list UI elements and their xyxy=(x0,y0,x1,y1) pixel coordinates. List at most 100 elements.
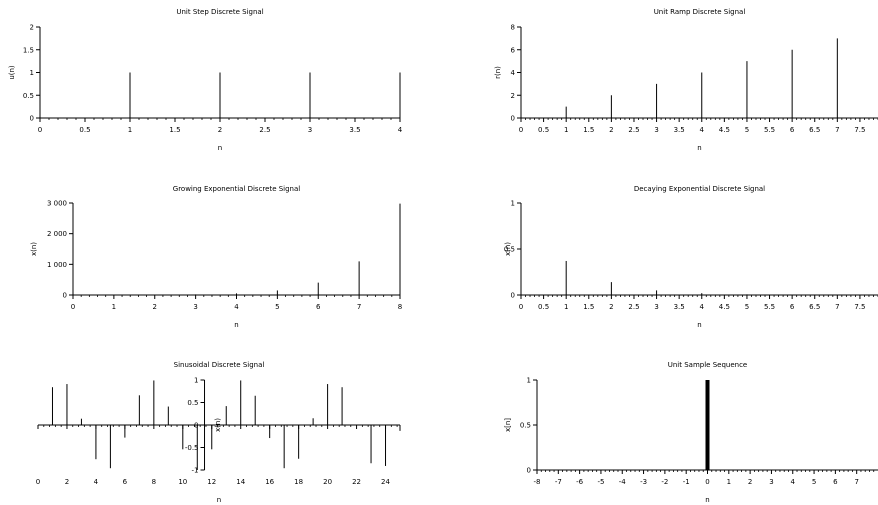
x-tick-label: 1 xyxy=(564,303,568,311)
x-tick-label: 0 xyxy=(519,126,523,134)
chart-unit-sample: Unit Sample Sequence -8 -7 -6 -5 -4 -3 -2 -1 0 1 2 3… xyxy=(504,361,878,504)
chart-title: Decaying Exponential Discrete Signal xyxy=(634,185,765,193)
x-tick-label: 22 xyxy=(352,478,361,486)
y-tick-label: 0 xyxy=(194,422,198,430)
x-tick-label: -3 xyxy=(640,478,647,486)
x-tick-label: -2 xyxy=(661,478,668,486)
x-axis-label: n xyxy=(218,144,222,152)
x-tick-label: 3 xyxy=(308,126,312,134)
x-tick-label: 3 xyxy=(654,126,658,134)
chart-growing-exponential: Growing Exponential Discrete Signal 0 1 2 3 4… xyxy=(30,185,402,329)
x-tick-label: 4 xyxy=(791,478,796,486)
x-tick-label: 2 xyxy=(218,126,222,134)
x-tick-label: 5.5 xyxy=(764,303,775,311)
x-tick-label: 5 xyxy=(812,478,816,486)
x-tick-label: 2 xyxy=(153,303,157,311)
x-tick-label: 2.5 xyxy=(628,303,639,311)
x-tick-label: 24 xyxy=(381,478,390,486)
x-tick-label: 3.5 xyxy=(674,126,685,134)
y-axis-label: x(n) xyxy=(30,242,38,256)
x-tick-label: 14 xyxy=(236,478,245,486)
x-tick-label: 4 xyxy=(700,126,705,134)
y-tick-label: 0 xyxy=(63,292,67,300)
y-tick-label: 1 xyxy=(30,69,34,77)
y-tick-label: 1 000 xyxy=(47,261,67,269)
x-tick-label: 6 xyxy=(316,303,321,311)
x-tick-label: 6.5 xyxy=(809,126,820,134)
x-tick-label: 7 xyxy=(854,478,858,486)
x-tick-label: 6 xyxy=(833,478,838,486)
y-tick-label: 4 xyxy=(511,69,516,77)
y-tick-label: 0.5 xyxy=(504,246,515,254)
x-tick-label: 0.5 xyxy=(538,303,549,311)
x-tick-label: 1 xyxy=(112,303,116,311)
y-tick-label: 0.5 xyxy=(187,399,198,407)
x-tick-label: 1.5 xyxy=(583,126,594,134)
x-tick-label: 18 xyxy=(294,478,303,486)
y-tick-label: 6 xyxy=(511,46,516,54)
y-tick-label: 3 000 xyxy=(47,200,67,208)
x-tick-label: 0 xyxy=(705,478,709,486)
x-tick-label: 2.5 xyxy=(259,126,270,134)
x-tick-label: 1.5 xyxy=(169,126,180,134)
x-tick-label: 7.5 xyxy=(854,303,865,311)
x-tick-label: 5 xyxy=(745,303,749,311)
x-tick-label: 10 xyxy=(178,478,187,486)
x-tick-label: -1 xyxy=(683,478,690,486)
y-tick-label: 0.5 xyxy=(520,422,531,430)
y-tick-label: 0 xyxy=(30,115,34,123)
x-tick-label: -7 xyxy=(555,478,562,486)
y-tick-label: 2 xyxy=(30,24,34,32)
y-tick-label: 0 xyxy=(511,292,515,300)
y-tick-label: 2 000 xyxy=(47,230,67,238)
chart-title: Sinusoidal Discrete Signal xyxy=(174,361,265,369)
x-tick-label: -5 xyxy=(597,478,604,486)
x-axis-label: n xyxy=(234,321,238,329)
x-tick-label: 4 xyxy=(234,303,239,311)
x-tick-label: 7 xyxy=(835,303,839,311)
chart-decaying-exponential: Decaying Exponential Discrete Signal 0 0.5… xyxy=(504,185,878,329)
x-tick-label: 4 xyxy=(94,478,99,486)
chart-title: Unit Step Discrete Signal xyxy=(176,8,263,16)
x-tick-label: -8 xyxy=(534,478,541,486)
x-tick-label: 0.5 xyxy=(79,126,90,134)
y-tick-label: 1.5 xyxy=(23,46,34,54)
x-tick-label: -6 xyxy=(576,478,584,486)
y-tick-label: 1 xyxy=(511,200,515,208)
x-tick-label: 3 xyxy=(769,478,773,486)
x-tick-label: 6.5 xyxy=(809,303,820,311)
x-tick-label: 1 xyxy=(564,126,568,134)
x-tick-label: 2 xyxy=(65,478,69,486)
chart-unit-step: Unit Step Discrete Signal 0 0.5 1 1.5 2 2.5 3 3.… xyxy=(8,8,403,152)
y-axis-label: u(n) xyxy=(8,65,16,80)
x-tick-label: 3.5 xyxy=(674,303,685,311)
x-tick-label: 8 xyxy=(152,478,156,486)
x-tick-label: 3.5 xyxy=(349,126,360,134)
x-tick-label: 6 xyxy=(123,478,128,486)
y-tick-label: 0 xyxy=(511,115,515,123)
x-tick-label: 0 xyxy=(71,303,75,311)
x-tick-label: 0 xyxy=(519,303,523,311)
x-tick-label: 2 xyxy=(609,303,613,311)
x-tick-label: 6 xyxy=(790,126,795,134)
chart-unit-ramp: Unit Ramp Discrete Signal 0 0.5 1 1.5 2 2.5 3 3.… xyxy=(494,8,878,152)
y-axis-label: x(n) xyxy=(504,242,512,256)
y-axis-label: x[n] xyxy=(504,418,512,432)
x-tick-label: 1.5 xyxy=(583,303,594,311)
chart-title: Unit Sample Sequence xyxy=(668,361,747,369)
x-tick-label: 1 xyxy=(128,126,132,134)
x-tick-label: -4 xyxy=(619,478,627,486)
y-tick-label: 8 xyxy=(511,24,515,32)
x-tick-label: 0 xyxy=(36,478,40,486)
x-tick-label: 5.5 xyxy=(764,126,775,134)
x-tick-label: 7 xyxy=(835,126,839,134)
y-tick-label: 1 xyxy=(527,377,531,385)
x-tick-label: 3 xyxy=(193,303,197,311)
x-tick-label: 6 xyxy=(790,303,795,311)
x-tick-label: 2 xyxy=(609,126,613,134)
x-tick-label: 4 xyxy=(398,126,403,134)
x-axis-label: n xyxy=(705,496,709,504)
y-axis-label: r(n) xyxy=(494,66,502,79)
